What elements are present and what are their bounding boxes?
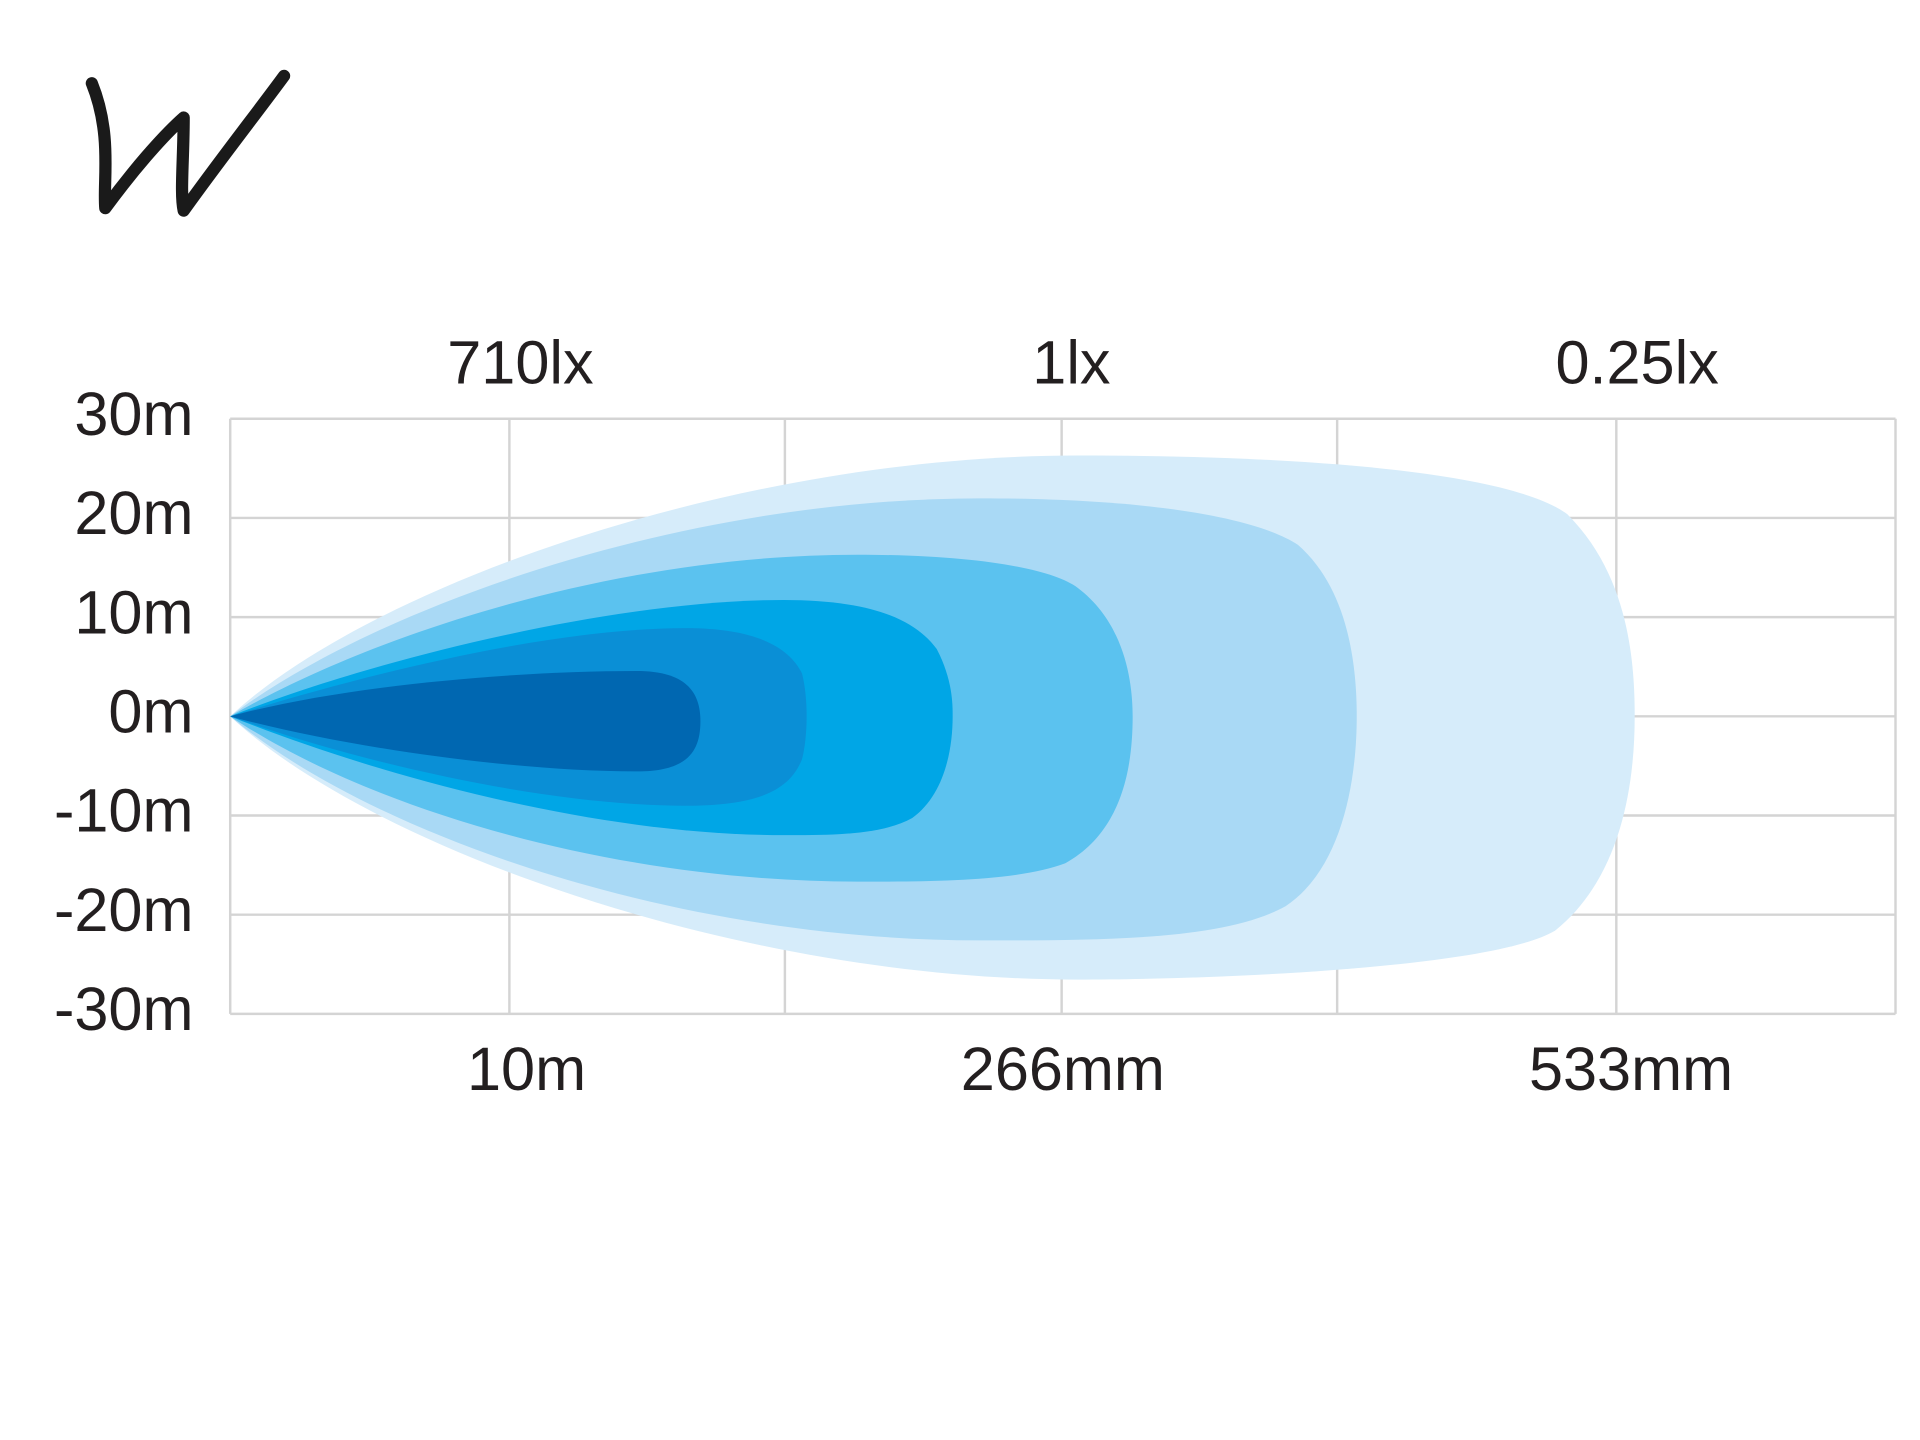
beam xyxy=(230,455,1635,980)
top-label: 710lx xyxy=(447,329,593,397)
beam-zone xyxy=(230,671,701,772)
y-label: 10m xyxy=(74,578,193,646)
logo xyxy=(85,69,291,217)
y-label: 30m xyxy=(74,380,193,448)
top-label: 1lx xyxy=(1032,329,1110,397)
bottom-label: 266mm xyxy=(961,1035,1165,1103)
y-label: 20m xyxy=(74,479,193,547)
y-label: 0m xyxy=(108,677,193,745)
y-label: -20m xyxy=(54,876,193,944)
y-label: -30m xyxy=(54,975,193,1043)
top-label: 0.25lx xyxy=(1555,329,1718,397)
y-label: -10m xyxy=(54,777,193,845)
labels: 30m 20m 10m 0m -10m -20m -30m 710lx 1lx 0.25lx 10m… xyxy=(54,329,1733,1104)
bottom-label: 10m xyxy=(467,1035,586,1103)
bottom-label: 533mm xyxy=(1529,1035,1733,1103)
